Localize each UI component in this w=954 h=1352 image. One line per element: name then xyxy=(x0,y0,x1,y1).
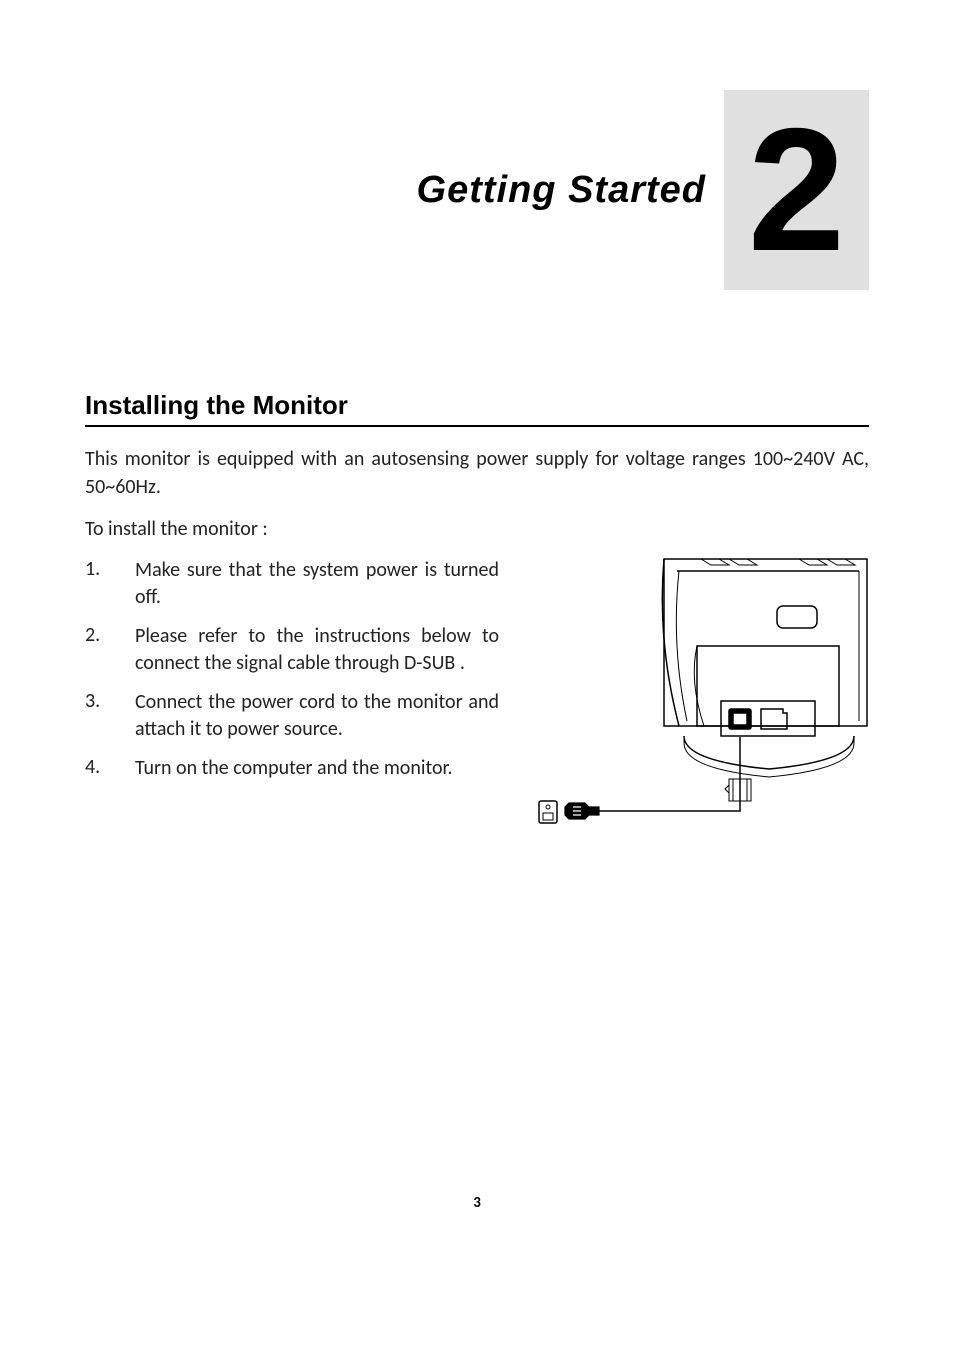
step-number: 2. xyxy=(85,623,135,677)
step-text: Turn on the computer and the monitor. xyxy=(135,755,499,782)
step-text: Make sure that the system power is turne… xyxy=(135,557,499,611)
step-text: Connect the power cord to the monitor an… xyxy=(135,689,499,743)
monitor-diagram-icon xyxy=(529,551,869,861)
step-item: 1. Make sure that the system power is tu… xyxy=(85,557,499,611)
step-item: 3. Connect the power cord to the monitor… xyxy=(85,689,499,743)
step-item: 2. Please refer to the instructions belo… xyxy=(85,623,499,677)
chapter-number-box: 2 xyxy=(724,90,869,290)
intro-paragraph: This monitor is equipped with an autosen… xyxy=(85,445,869,501)
section-title: Installing the Monitor xyxy=(85,390,869,421)
section-rule xyxy=(85,425,869,427)
chapter-number: 2 xyxy=(748,103,845,278)
step-item: 4. Turn on the computer and the monitor. xyxy=(85,755,499,782)
page-number: 3 xyxy=(0,1194,954,1212)
monitor-figure xyxy=(529,557,869,866)
step-number: 4. xyxy=(85,755,135,782)
steps-list: 1. Make sure that the system power is tu… xyxy=(85,557,499,866)
step-number: 1. xyxy=(85,557,135,611)
lead-paragraph: To install the monitor : xyxy=(85,515,869,543)
chapter-header: Getting Started 2 xyxy=(85,90,869,290)
content-row: 1. Make sure that the system power is tu… xyxy=(85,557,869,866)
step-text: Please refer to the instructions below t… xyxy=(135,623,499,677)
step-number: 3. xyxy=(85,689,135,743)
chapter-title: Getting Started xyxy=(417,169,706,212)
